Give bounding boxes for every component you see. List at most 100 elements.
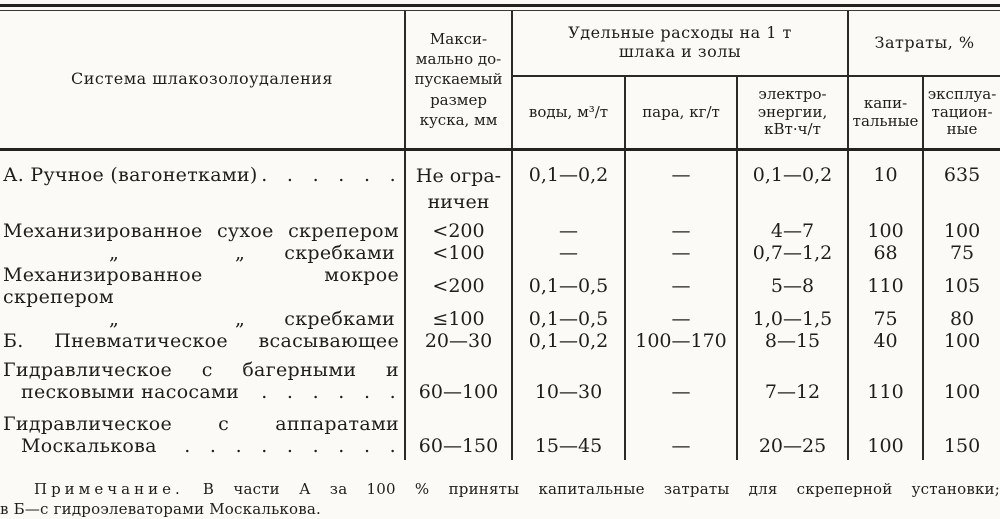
cell-system: Гидравлическое с аппаратами Москалькова … — [0, 406, 405, 460]
cell-steam-value: — — [672, 164, 691, 186]
cell-capital-value: 110 — [867, 275, 903, 297]
cell-operational-value: 100 — [944, 330, 980, 352]
ditto-mark: „ — [235, 242, 245, 264]
cell-operational-value: 105 — [944, 275, 980, 297]
row-name-label: Б. Пневматическое всасывающее — [3, 330, 399, 352]
table-row-hydraulic-moskalkov: Гидравлическое с аппаратами Москалькова … — [0, 406, 1000, 460]
cell-water-value: 10—30 — [535, 381, 602, 403]
table-row-pneumatic: Б. Пневматическое всасывающее 20—30 0,1—… — [0, 330, 1000, 352]
cell-steam-value: — — [672, 435, 691, 457]
header-electricity-label: электро- энергии, кВт·ч/т — [758, 85, 828, 138]
footnote: Примечание. В части А за 100 % приняты к… — [0, 479, 1000, 519]
header-water-label: воды, м³/т — [529, 103, 608, 121]
cell-capital: 110 — [848, 264, 923, 308]
cell-steam-value: — — [672, 308, 691, 330]
dot-leader: . . . . . . . . . — [184, 435, 399, 457]
cell-steam: — — [625, 406, 737, 460]
cell-max-size-value: <200 — [432, 275, 484, 297]
cell-max-size: 60—150 — [405, 406, 512, 460]
cell-electricity-value: 20—25 — [759, 435, 826, 457]
cell-steam: — — [625, 220, 737, 242]
cell-electricity-value: 1,0—1,5 — [753, 308, 832, 330]
cell-operational: 100 — [923, 330, 1000, 352]
cell-water-value: — — [559, 220, 578, 242]
cell-electricity: 0,1—0,2 — [737, 150, 848, 220]
cell-steam-value: 100—170 — [635, 330, 727, 352]
cell-water: — — [512, 220, 625, 242]
cell-operational-value: 75 — [950, 242, 974, 264]
cell-system: Механизированное мокрое скрепером — [0, 264, 405, 308]
cell-max-size-value: 60—150 — [419, 435, 498, 457]
cell-steam-value: — — [672, 220, 691, 242]
cell-max-size-value: 60—100 — [419, 381, 498, 403]
table-header: Система шлакозолоудаления Макси- мально … — [0, 11, 1000, 150]
cell-capital: 40 — [848, 330, 923, 352]
cell-water: 0,1—0,5 — [512, 308, 625, 330]
cell-max-size-value: <200 — [432, 220, 484, 242]
cell-system: Б. Пневматическое всасывающее — [0, 330, 405, 352]
cell-max-size: ≤100 — [405, 308, 512, 330]
cell-system: „ „ скребками — [0, 242, 405, 264]
header-group-costs: Затраты, % — [848, 11, 1000, 76]
cell-steam-value: — — [672, 242, 691, 264]
cell-system: Механизированное сухое скрепером — [0, 220, 405, 242]
header-steam: пара, кг/т — [625, 76, 737, 150]
header-max-size-label: Макси- мально до- пускаемый размер куска… — [414, 30, 502, 129]
table-row-hydraulic-bagger: Гидравлическое с багерными и песковыми н… — [0, 352, 1000, 406]
cell-steam: — — [625, 264, 737, 308]
cell-steam: 100—170 — [625, 330, 737, 352]
row-name-line2: песковыми насосами — [21, 381, 239, 403]
row-name-line1: Гидравлическое с багерными и — [3, 359, 399, 381]
cell-capital: 100 — [848, 406, 923, 460]
cell-capital-value: 75 — [873, 308, 897, 330]
row-name-line1: Гидравлическое с аппаратами — [3, 413, 399, 435]
header-capital-label: капи- тальные — [853, 94, 919, 130]
header-electricity: электро- энергии, кВт·ч/т — [737, 76, 848, 150]
cell-operational-value: 80 — [950, 308, 974, 330]
cell-capital-value: 100 — [867, 435, 903, 457]
cell-max-size-value: Не огра- ничен — [416, 165, 501, 213]
cell-system: „ „ скребками — [0, 308, 405, 330]
cell-max-size: 60—100 — [405, 352, 512, 406]
dot-leader: . . . . . . — [261, 381, 399, 403]
cell-operational-value: 100 — [944, 220, 980, 242]
cell-max-size-value: <100 — [432, 242, 484, 264]
header-max-size: Макси- мально до- пускаемый размер куска… — [405, 11, 512, 150]
cell-capital-value: 68 — [873, 242, 897, 264]
header-group-costs-label: Затраты, % — [874, 33, 974, 52]
slag-ash-removal-table: Система шлакозолоудаления Макси- мально … — [0, 11, 1000, 460]
cell-capital: 68 — [848, 242, 923, 264]
cell-capital: 110 — [848, 352, 923, 406]
table-row-manual: А. Ручное (вагонетками) . . . . . . Не о… — [0, 150, 1000, 220]
cell-steam: — — [625, 150, 737, 220]
cell-operational-value: 635 — [944, 164, 980, 186]
cell-electricity: 0,7—1,2 — [737, 242, 848, 264]
cell-capital: 75 — [848, 308, 923, 330]
cell-water-value: 0,1—0,5 — [529, 275, 608, 297]
dot-leader: . . . . . . — [261, 164, 399, 186]
cell-steam: — — [625, 352, 737, 406]
cell-steam: — — [625, 308, 737, 330]
cell-max-size-value: 20—30 — [425, 330, 492, 352]
header-operational-label: эксплуа- тацион- ные — [928, 85, 997, 138]
cell-water: 0,1—0,5 — [512, 264, 625, 308]
header-group-specific-consumption: Удельные расходы на 1 т шлака и золы — [512, 11, 848, 76]
cell-water: — — [512, 242, 625, 264]
cell-water-value: 0,1—0,2 — [529, 330, 608, 352]
cell-max-size: <200 — [405, 264, 512, 308]
cell-water-value: 0,1—0,2 — [529, 164, 608, 186]
cell-max-size: <200 — [405, 220, 512, 242]
cell-max-size-value: ≤100 — [432, 308, 484, 330]
cell-electricity-value: 8—15 — [765, 330, 820, 352]
cell-max-size: <100 — [405, 242, 512, 264]
scanned-document-page: Система шлакозолоудаления Макси- мально … — [0, 4, 1000, 500]
cell-steam: — — [625, 242, 737, 264]
header-system-label: Система шлакозолоудаления — [71, 69, 333, 88]
cell-operational: 100 — [923, 220, 1000, 242]
cell-electricity: 1,0—1,5 — [737, 308, 848, 330]
ditto-mark: „ — [109, 308, 119, 330]
cell-electricity-value: 7—12 — [765, 381, 820, 403]
footnote-text: В части А за 100 % приняты капитальные з… — [203, 480, 1000, 498]
cell-electricity: 4—7 — [737, 220, 848, 242]
cell-water: 0,1—0,2 — [512, 330, 625, 352]
